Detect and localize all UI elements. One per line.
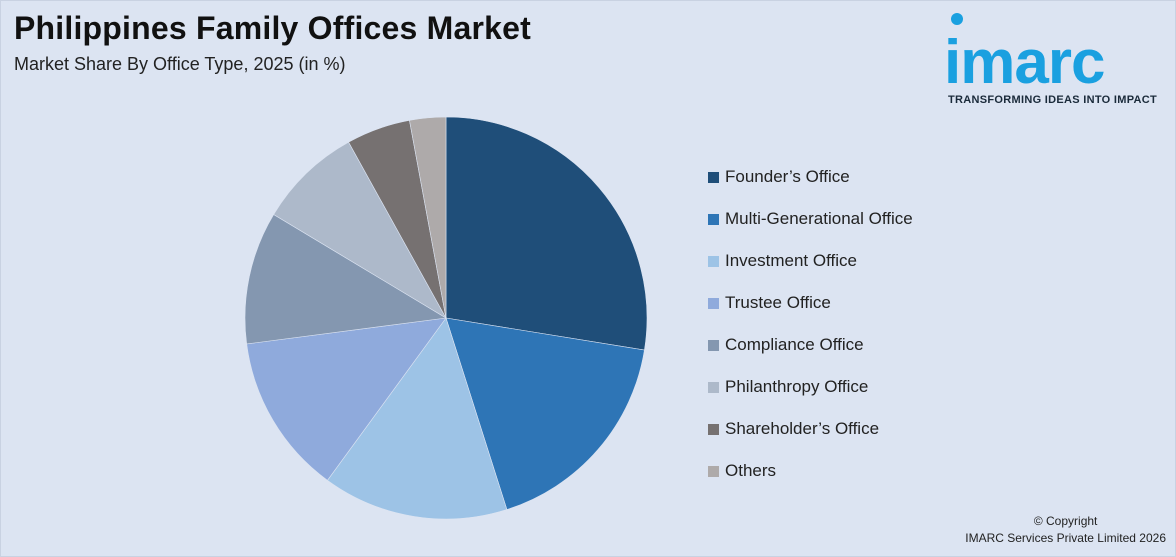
footer: © Copyright IMARC Services Private Limit… — [965, 513, 1166, 547]
pie-chart — [238, 110, 654, 526]
legend-item-1: Multi-Generational Office — [708, 198, 913, 240]
pie-slice-3 — [246, 317, 447, 481]
pie-svg — [244, 116, 648, 520]
legend-swatch-3 — [708, 297, 719, 309]
legend-item-4: Compliance Office — [708, 324, 913, 366]
company-text: IMARC Services Private Limited 2026 — [965, 531, 1166, 545]
legend-item-0: Founder’s Office — [708, 156, 913, 198]
chart-legend: Founder’s Office Multi-Generational Offic… — [708, 156, 913, 492]
chart-subtitle: Market Share By Office Type, 2025 (in %) — [14, 54, 346, 74]
legend-swatch-2 — [708, 255, 719, 267]
legend-swatch-0 — [708, 171, 719, 183]
legend-label-7: Others — [725, 461, 777, 480]
copyright-text: © Copyright — [1033, 514, 1098, 528]
pie-slice-7 — [409, 116, 447, 319]
logo-tagline: TRANSFORMING IDEAS INTO IMPACT — [948, 94, 1158, 106]
pie-slice-2 — [327, 317, 508, 520]
legend-label-4: Compliance Office — [725, 335, 864, 354]
legend-label-1: Multi-Generational Office — [725, 209, 913, 228]
legend-swatch-1 — [708, 213, 719, 225]
imarc-logo: imarc TRANSFORMING IDEAS INTO IMPACT — [944, 12, 1170, 112]
pie-slice-5 — [273, 141, 447, 319]
legend-swatch-4 — [708, 339, 719, 351]
legend-item-2: Investment Office — [708, 240, 913, 282]
pie-slice-0 — [445, 116, 648, 351]
pie-slice-1 — [445, 317, 645, 510]
legend-label-6: Shareholder’s Office — [725, 419, 880, 438]
logo-wordmark: imarc — [944, 28, 1105, 97]
legend-label-5: Philanthropy Office — [725, 377, 869, 396]
legend-swatch-5 — [708, 381, 719, 393]
legend-label-0: Founder’s Office — [725, 167, 850, 186]
legend-item-5: Philanthropy Office — [708, 366, 913, 408]
legend-item-7: Others — [708, 450, 913, 492]
legend-item-6: Shareholder’s Office — [708, 408, 913, 450]
logo-dot-icon — [951, 13, 963, 25]
legend-label-3: Trustee Office — [725, 293, 831, 312]
legend-label-2: Investment Office — [725, 251, 857, 270]
legend-swatch-6 — [708, 423, 719, 435]
legend-swatch-7 — [708, 465, 719, 477]
legend-item-3: Trustee Office — [708, 282, 913, 324]
chart-title: Philippines Family Offices Market — [14, 10, 531, 46]
pie-slice-4 — [244, 214, 447, 345]
